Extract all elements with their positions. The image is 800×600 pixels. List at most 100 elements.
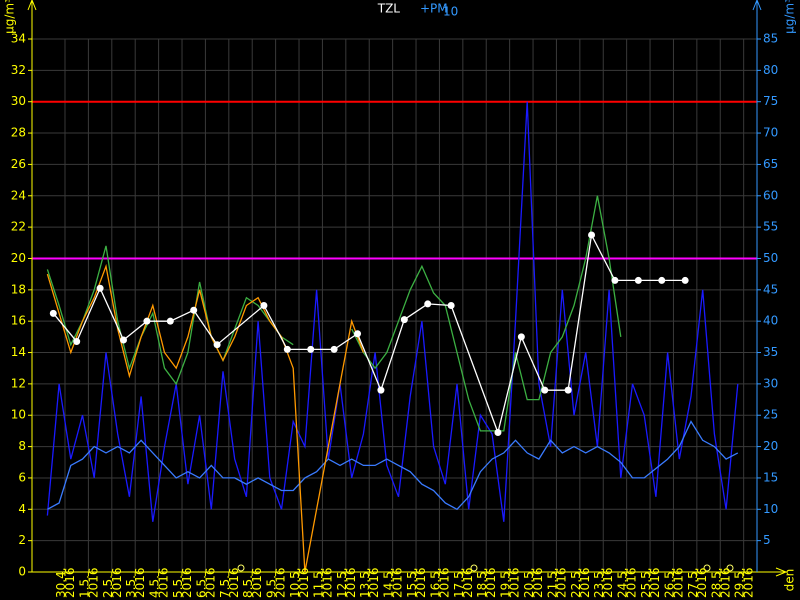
y-tick-label: 2 [18,533,26,547]
x-tick-label-line: 2016 [507,567,521,598]
data-point [377,386,385,394]
x-tick-label: 7.5.2016 [217,567,240,598]
x-tick-label-line: 2016 [180,567,194,598]
data-point [564,386,572,394]
data-point [283,345,291,353]
x-tick-label-line: 2016 [367,567,381,598]
x-tick-label-line: 2016 [273,567,287,598]
x-tick-label-line: 2016 [671,567,685,598]
x-tick-label-line: 9.5. [264,575,278,598]
day-marker [237,564,245,572]
x-tick-label-line: 2016 [601,567,615,598]
y-tick-label: 14 [11,345,26,359]
x-tick-label: 18.5.2016 [475,567,498,598]
x-tick-label-line: 2016 [460,567,474,598]
x-tick-label: 19.5.2016 [498,567,521,598]
x-tick-label-line: 30.4. [53,567,67,598]
y-tick-label: 20 [11,251,26,265]
data-point [49,309,57,317]
chart-title-sub: 10 [443,5,458,19]
data-point [213,341,221,349]
y-tick-label: 0 [18,565,26,579]
y2-tick-label: 65 [763,157,778,171]
data-point [447,302,455,309]
y2-tick-label: 45 [763,282,778,296]
x-tick-label-line: 23.5. [592,567,606,598]
data-point [494,428,502,436]
data-point [517,333,525,341]
x-tick-label-line: 16.5. [428,567,442,598]
x-tick-label: 11.5.2016 [311,567,334,598]
x-tick-label-line: 2016 [484,567,498,598]
x-tick-label-line: 1.5. [77,575,91,598]
x-tick-label: 16.5.2016 [428,567,451,598]
data-point [73,338,81,346]
x-tick-label-line: 25.5. [639,567,653,598]
y-tick-label: 6 [18,470,26,484]
data-point [611,276,619,284]
y2-tick-label: 55 [763,220,778,234]
y-tick-label: 26 [11,157,26,171]
x-tick-label-line: 2016 [694,567,708,598]
x-tick-label: 17.5.2016 [451,567,474,598]
x-tick-label-line: 19.5. [498,567,512,598]
x-tick-label: 21.5.2016 [545,567,568,598]
x-tick-label-line: 2016 [250,567,264,598]
y-tick-label: 22 [11,220,26,234]
x-tick-label-line: 21.5. [545,567,559,598]
data-point [307,345,315,353]
x-tick-label-line: 3.5. [124,575,138,598]
x-tick-label-line: 12.5. [334,567,348,598]
series-line [47,420,739,511]
y-tick-label: 24 [11,188,26,202]
y2-tick-label: 60 [763,188,778,202]
x-tick-label-line: 6.5. [194,575,208,598]
data-point [330,345,338,353]
x-tick-label-line: 2016 [343,567,357,598]
y2-tick-label: 15 [763,470,778,484]
x-tick-label-line: 2016 [133,567,147,598]
series-line [46,101,739,522]
x-tick-label: 29.5.2016 [732,567,755,598]
x-tick-label-line: 11.5. [311,567,325,598]
x-tick-label-line: 2016 [297,567,311,598]
x-tick-label: 26.5.2016 [662,567,685,598]
y2-tick-label: 30 [763,376,778,390]
x-tick-label-line: 22.5. [568,567,582,598]
y2-axis-arrow [752,0,762,11]
y-tick-label: 34 [11,32,26,46]
x-tick-label-line: 2.5. [100,575,114,598]
x-tick-label: 2.5.2016 [100,567,123,598]
x-tick-label-line: 28.5. [709,567,723,598]
x-tick-label: 25.5.2016 [639,567,662,598]
x-tick-label-line: 2016 [86,567,100,598]
data-point [424,300,432,308]
x-tick-label-line: 27.5. [685,567,699,598]
x-tick-label: 5.5.2016 [171,567,194,598]
x-tick-label: 6.5.2016 [194,567,217,598]
x-tick-label-line: 18.5. [475,567,489,598]
x-tick-label: 28.5.2016 [709,567,732,598]
y-tick-label: 12 [11,376,26,390]
x-tick-label-line: 2016 [109,567,123,598]
x-tick-label: 3.5.2016 [124,567,147,598]
day-marker [703,564,711,572]
x-tick-label-line: 2016 [156,567,170,598]
x-tick-label-line: 2016 [226,567,240,598]
x-tick-label-line: 24.5. [615,567,629,598]
y-tick-label: 4 [18,502,26,516]
data-point [166,317,174,325]
y2-tick-label: 5 [763,533,771,547]
x-tick-label-line: 2016 [718,567,732,598]
y-tick-label: 10 [11,408,26,422]
x-tick-label-line: 26.5. [662,567,676,598]
y-axis-arrow [27,0,37,11]
x-tick-label-line: 14.5. [381,567,395,598]
day-marker [726,564,734,572]
y2-tick-label: 35 [763,345,778,359]
x-tick-label: 22.5.2016 [568,567,591,598]
x-tick-label-line: 10.5. [288,567,302,598]
data-point [588,231,596,239]
